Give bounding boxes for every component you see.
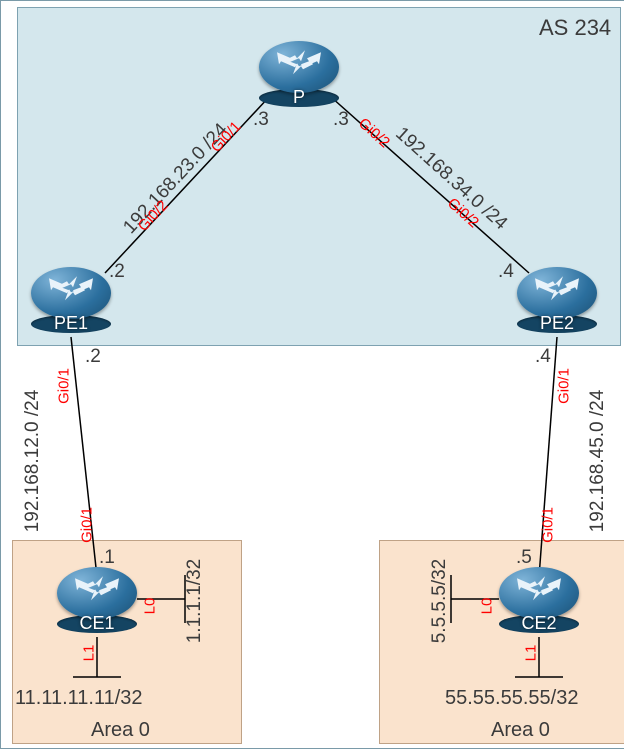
router-PE2-label: PE2: [517, 313, 597, 334]
router-PE2: [517, 267, 597, 319]
net-pe2-ce2: 192.168.45.0 /24: [587, 390, 609, 533]
area0-right: [379, 540, 624, 744]
if-ce1-gi01: Gi0/1: [79, 507, 96, 543]
network-diagram: AS 234 Area 0 Area 0 P PE1 PE2 CE1: [0, 0, 624, 749]
ce1-lo0-lbl: L0: [142, 598, 159, 615]
ce2-lo0-ip: 5.5.5.5/32: [429, 559, 451, 644]
router-CE1: [57, 567, 137, 619]
addr-pe1: .2: [109, 261, 125, 283]
area0-left-label: Area 0: [91, 719, 150, 742]
net-pe1-ce1: 192.168.12.0 /24: [22, 390, 44, 533]
addr-pe2: .4: [498, 261, 514, 283]
router-CE2-label: CE2: [499, 613, 579, 634]
router-PE1: [31, 267, 111, 319]
if-pe2-gi01: Gi0/1: [556, 368, 573, 404]
ce2-l1-lbl: L1: [523, 645, 540, 662]
ce2-l1-ip: 55.55.55.55/32: [445, 687, 578, 710]
area0-left: [12, 540, 242, 744]
router-P-label: P: [259, 87, 339, 108]
addr-p-r: .3: [333, 109, 349, 131]
if-pe1-gi01: Gi0/1: [56, 368, 73, 404]
addr-p-l: .3: [253, 109, 269, 131]
router-PE1-label: PE1: [31, 313, 111, 334]
addr-pe2-b: .4: [535, 346, 551, 368]
addr-pe1-b: .2: [85, 346, 101, 368]
as-box-label: AS 234: [539, 15, 611, 41]
router-CE1-label: CE1: [57, 613, 137, 634]
router-P: [259, 41, 339, 93]
ce1-l1-ip: 11.11.11.11/32: [15, 687, 143, 710]
router-CE2: [499, 567, 579, 619]
area0-right-label: Area 0: [491, 719, 550, 742]
ce1-l1-lbl: L1: [81, 645, 98, 662]
addr-ce2: .5: [516, 547, 532, 569]
addr-ce1: .1: [99, 547, 115, 569]
if-ce2-gi01: Gi0/1: [540, 507, 557, 543]
ce1-lo0-ip: 1.1.1.1/32: [184, 559, 206, 644]
ce2-lo0-lbl: L0: [479, 598, 496, 615]
